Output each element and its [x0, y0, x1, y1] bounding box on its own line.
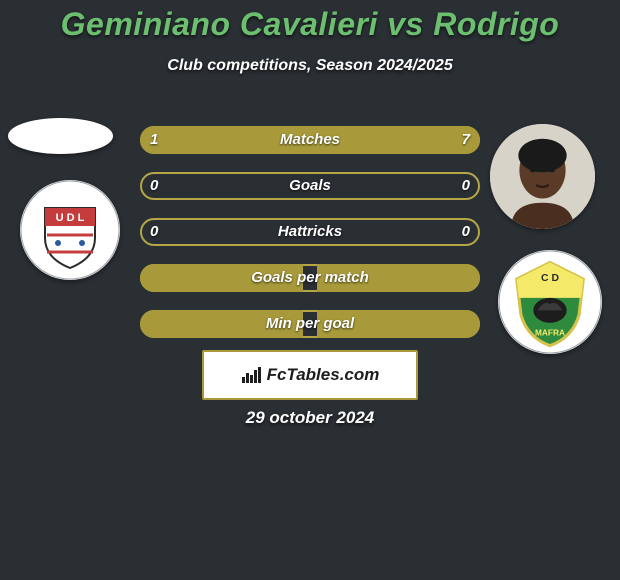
- svg-text:U D L: U D L: [56, 212, 85, 224]
- stat-value-right: 0: [462, 172, 470, 200]
- stat-row: Matches1 7: [140, 126, 480, 154]
- stat-value-left: 0: [150, 218, 158, 246]
- stat-row: Hattricks0 0: [140, 218, 480, 246]
- player-right-club-badge: C D MAFRA: [498, 250, 602, 354]
- player-left-club-badge: U D L: [20, 180, 120, 280]
- stat-label: Min per goal: [140, 310, 480, 338]
- chart-bars-icon: [241, 366, 263, 384]
- stat-label: Goals per match: [140, 264, 480, 292]
- club-badge-icon: C D MAFRA: [498, 250, 602, 354]
- player-left-avatar: [8, 118, 113, 154]
- infographic-container: Geminiano Cavalieri vs Rodrigo Club comp…: [0, 0, 620, 580]
- stat-value-right: 0: [462, 218, 470, 246]
- stat-label: Matches: [140, 126, 480, 154]
- player-photo-icon: [490, 124, 595, 229]
- watermark: FcTables.com: [202, 350, 418, 400]
- stat-value-right: 7: [462, 126, 470, 154]
- stat-row: Min per goal: [140, 310, 480, 338]
- date-label: 29 october 2024: [0, 408, 620, 428]
- stats-chart: Matches17Goals00Hattricks00Goals per mat…: [140, 126, 480, 356]
- stat-row: Goals0 0: [140, 172, 480, 200]
- svg-text:C D: C D: [541, 273, 559, 284]
- blank-avatar-icon: [8, 118, 113, 154]
- player-right-avatar: [490, 124, 595, 229]
- watermark-text: FcTables.com: [267, 365, 380, 385]
- stat-label: Hattricks: [140, 218, 480, 246]
- stat-value-left: 0: [150, 172, 158, 200]
- svg-text:MAFRA: MAFRA: [535, 327, 565, 337]
- stat-value-left: 1: [150, 126, 158, 154]
- subtitle: Club competitions, Season 2024/2025: [0, 57, 620, 75]
- club-badge-icon: U D L: [20, 180, 120, 280]
- stat-row: Goals per match: [140, 264, 480, 292]
- page-title: Geminiano Cavalieri vs Rodrigo: [0, 0, 620, 43]
- stat-label: Goals: [140, 172, 480, 200]
